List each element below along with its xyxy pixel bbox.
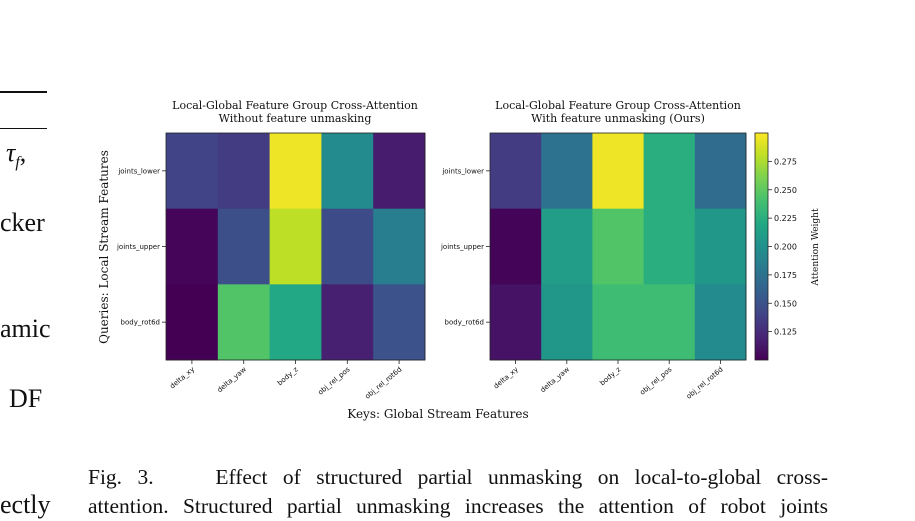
heatmap-cell-joints_lower-delta_xy — [166, 133, 219, 210]
heatmap-cell-joints_upper-body_z — [592, 208, 644, 285]
colorbar-tick-label-0.175: 0.175 — [774, 271, 797, 280]
x-tick-label-obj_rel_pos: obj_rel_pos — [638, 365, 673, 396]
heatmap-cell-joints_upper-body_z — [269, 208, 322, 285]
heatmap-cell-body_rot6d-delta_xy — [490, 284, 542, 361]
y-tick-label-body_rot6d: body_rot6d — [121, 319, 160, 327]
x-tick-label-body_z: body_z — [598, 365, 622, 387]
heatmap-cell-body_rot6d-obj_rel_rot6d — [373, 284, 426, 361]
heatmap-cell-joints_upper-obj_rel_pos — [321, 208, 374, 285]
heatmap-panels: Local-Global Feature Group Cross-Attenti… — [116, 99, 747, 401]
tau-comma: , — [19, 138, 27, 167]
x-tick-label-delta_xy: delta_xy — [168, 365, 196, 390]
colorbar-tick-label-0.275: 0.275 — [774, 157, 797, 166]
heatmap-cell-joints_upper-delta_yaw — [217, 208, 270, 285]
heatmap-2-title-line-2: With feature unmasking (Ours) — [531, 112, 705, 125]
column-rule-1 — [0, 91, 47, 93]
margin-fragment-tau: τf, — [6, 138, 26, 172]
heatmap-cell-joints_lower-body_z — [592, 133, 644, 210]
colorbar-tick-label-0.225: 0.225 — [774, 214, 797, 223]
heatmap-cell-joints_lower-body_z — [269, 133, 322, 210]
caption-line-1: Fig. 3. Effect of structured partial unm… — [88, 465, 828, 489]
x-tick-label-delta_xy: delta_xy — [492, 365, 520, 390]
tau-symbol: τ — [6, 138, 16, 167]
tau-subscript: f — [15, 154, 20, 172]
heatmap-2: Local-Global Feature Group Cross-Attenti… — [440, 99, 747, 401]
figure-caption: Fig. 3. Effect of structured partial unm… — [88, 463, 828, 521]
heatmap-cell-body_rot6d-obj_rel_pos — [643, 284, 696, 361]
heatmap-cell-body_rot6d-delta_yaw — [217, 284, 270, 361]
column-rule-2 — [0, 128, 47, 129]
heatmap-cell-body_rot6d-obj_rel_rot6d — [694, 284, 747, 361]
heatmap-1: Local-Global Feature Group Cross-Attenti… — [116, 99, 426, 401]
colorbar-tick-label-0.200: 0.200 — [774, 243, 797, 252]
x-axis-label: Keys: Global Stream Features — [347, 407, 528, 421]
y-tick-label-joints_lower: joints_lower — [117, 167, 160, 175]
figure: Local-Global Feature Group Cross-Attenti… — [97, 99, 821, 421]
y-axis-label: Queries: Local Stream Features — [97, 150, 111, 344]
heatmap-cell-joints_upper-obj_rel_rot6d — [373, 208, 426, 285]
heatmap-cell-body_rot6d-body_z — [592, 284, 644, 361]
heatmap-cell-joints_upper-delta_yaw — [541, 208, 593, 285]
heatmap-cell-joints_upper-obj_rel_pos — [643, 208, 696, 285]
x-tick-label-delta_yaw: delta_yaw — [216, 365, 248, 394]
margin-fragment-4: ectly — [0, 490, 51, 519]
y-tick-label-body_rot6d: body_rot6d — [445, 319, 484, 327]
colorbar-tick-label-0.125: 0.125 — [774, 328, 797, 337]
heatmap-cell-body_rot6d-obj_rel_pos — [321, 284, 374, 361]
heatmap-2-title-line-1: Local-Global Feature Group Cross-Attenti… — [495, 99, 741, 112]
heatmap-cell-joints_lower-delta_xy — [490, 133, 542, 210]
x-tick-label-obj_rel_pos: obj_rel_pos — [317, 365, 352, 396]
heatmap-cell-joints_lower-obj_rel_rot6d — [373, 133, 426, 210]
heatmap-cell-body_rot6d-body_z — [269, 284, 322, 361]
margin-fragment-2: amic — [0, 314, 51, 343]
colorbar-tick-label-0.150: 0.150 — [774, 299, 797, 308]
y-tick-label-joints_upper: joints_upper — [116, 243, 160, 251]
colorbar: 0.125 0.150 0.175 0.200 0.225 0.250 0.275 Atten… — [754, 132, 821, 361]
heatmap-cell-joints_lower-delta_yaw — [541, 133, 593, 210]
heatmap-cell-joints_upper-obj_rel_rot6d — [694, 208, 747, 285]
heatmap-cell-joints_upper-delta_xy — [166, 208, 219, 285]
heatmap-cell-joints_lower-delta_yaw — [217, 133, 270, 210]
colorbar-tick-label-0.250: 0.250 — [774, 186, 797, 195]
heatmap-cell-joints_upper-delta_xy — [490, 208, 542, 285]
x-tick-label-obj_rel_rot6d: obj_rel_rot6d — [364, 365, 404, 400]
heatmap-cell-joints_lower-obj_rel_pos — [321, 133, 374, 210]
margin-fragment-1: cker — [0, 208, 45, 237]
heatmap-1-title-line-2: Without feature unmasking — [219, 112, 372, 125]
heatmap-cell-body_rot6d-delta_yaw — [541, 284, 593, 361]
heatmap-cell-body_rot6d-delta_xy — [166, 284, 219, 361]
heatmap-1-title-line-1: Local-Global Feature Group Cross-Attenti… — [172, 99, 418, 112]
caption-line-2: attention. Structured partial unmasking … — [88, 494, 828, 518]
x-tick-label-obj_rel_rot6d: obj_rel_rot6d — [685, 365, 725, 400]
y-tick-label-joints_lower: joints_lower — [441, 167, 484, 175]
heatmap-cell-joints_lower-obj_rel_pos — [643, 133, 696, 210]
colorbar-label: Attention Weight — [811, 208, 821, 287]
y-tick-label-joints_upper: joints_upper — [440, 243, 484, 251]
margin-fragment-3: DF — [9, 384, 43, 413]
x-tick-label-body_z: body_z — [276, 365, 300, 387]
heatmap-cell-joints_lower-obj_rel_rot6d — [694, 133, 747, 210]
x-tick-label-delta_yaw: delta_yaw — [539, 365, 571, 394]
colorbar-bar — [754, 132, 769, 361]
